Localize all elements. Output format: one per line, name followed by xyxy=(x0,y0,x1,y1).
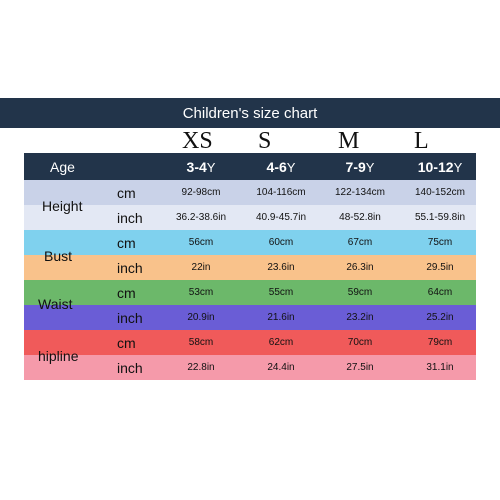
unit-label: cm xyxy=(117,284,136,301)
size-label-xs: XS xyxy=(182,128,213,154)
table-cell: 62cm xyxy=(268,337,294,348)
table-cell: 122-134cm xyxy=(334,187,386,198)
table-row: cm 92-98cm 104-116cm 122-134cm 140-152cm xyxy=(24,180,476,205)
table-cell: 64cm xyxy=(427,287,453,298)
table-row: inch 36.2-38.6in 40.9-45.7in 48-52.8in 55.1-… xyxy=(24,205,476,230)
table-cell: 58cm xyxy=(188,337,214,348)
unit-label: cm xyxy=(117,234,136,251)
table-cell: 60cm xyxy=(268,237,294,248)
age-label: Age xyxy=(50,158,75,175)
table-cell: 36.2-38.6in xyxy=(175,212,227,223)
group-label-height: Height xyxy=(42,198,83,214)
table-cell: 67cm xyxy=(347,237,373,248)
table-row: cm 58cm 62cm 70cm 79cm xyxy=(24,330,476,355)
table-cell: 53cm xyxy=(188,287,214,298)
table-cell: 55cm xyxy=(268,287,294,298)
table-row: cm 53cm 55cm 59cm 64cm xyxy=(24,280,476,305)
size-chart-table: Age 3-4Y 4-6Y 7-9Y 10-12Y cm 92-98cm 104-1… xyxy=(24,153,476,380)
age-3-4: 3-4Y xyxy=(186,158,216,175)
unit-label: inch xyxy=(117,359,143,376)
table-cell: 92-98cm xyxy=(181,187,221,198)
table-row: inch 22.8in 24.4in 27.5in 31.1in xyxy=(24,355,476,380)
table-row: inch 22in 23.6in 26.3in 29.5in xyxy=(24,255,476,280)
table-cell: 23.6in xyxy=(267,262,295,273)
size-label-s: S xyxy=(258,128,272,154)
age-header-row: Age 3-4Y 4-6Y 7-9Y 10-12Y xyxy=(24,153,476,180)
table-cell: 31.1in xyxy=(426,362,454,373)
table-cell: 29.5in xyxy=(426,262,454,273)
table-cell: 21.6in xyxy=(267,312,295,323)
unit-label: inch xyxy=(117,309,143,326)
table-cell: 75cm xyxy=(427,237,453,248)
table-row: cm 56cm 60cm 67cm 75cm xyxy=(24,230,476,255)
table-cell: 56cm xyxy=(188,237,214,248)
table-cell: 70cm xyxy=(347,337,373,348)
group-label-waist: Waist xyxy=(38,296,73,312)
table-cell: 25.2in xyxy=(426,312,454,323)
unit-label: cm xyxy=(117,184,136,201)
table-cell: 48-52.8in xyxy=(339,212,381,223)
table-cell: 24.4in xyxy=(267,362,295,373)
unit-label: inch xyxy=(117,259,143,276)
table-cell: 104-116cm xyxy=(256,187,306,198)
table-cell: 22.8in xyxy=(187,362,215,373)
age-7-9: 7-9Y xyxy=(345,158,375,175)
table-cell: 40.9-45.7in xyxy=(255,212,307,223)
table-cell: 79cm xyxy=(427,337,453,348)
table-cell: 55.1-59.8in xyxy=(414,212,466,223)
table-cell: 22in xyxy=(191,262,211,273)
unit-label: inch xyxy=(117,209,143,226)
size-label-m: M xyxy=(338,128,360,154)
chart-title-banner: Children's size chart xyxy=(0,98,500,128)
table-cell: 59cm xyxy=(347,287,373,298)
unit-label: cm xyxy=(117,334,136,351)
table-row: inch 20.9in 21.6in 23.2in 25.2in xyxy=(24,305,476,330)
group-label-hipline: hipline xyxy=(38,348,79,364)
table-cell: 20.9in xyxy=(187,312,215,323)
age-10-12: 10-12Y xyxy=(417,158,463,175)
table-cell: 27.5in xyxy=(346,362,374,373)
table-cell: 26.3in xyxy=(346,262,374,273)
table-cell: 140-152cm xyxy=(414,187,466,198)
size-label-l: L xyxy=(414,128,429,154)
table-cell: 23.2in xyxy=(346,312,374,323)
age-4-6: 4-6Y xyxy=(266,158,296,175)
group-label-bust: Bust xyxy=(44,248,73,264)
chart-title: Children's size chart xyxy=(182,104,318,122)
